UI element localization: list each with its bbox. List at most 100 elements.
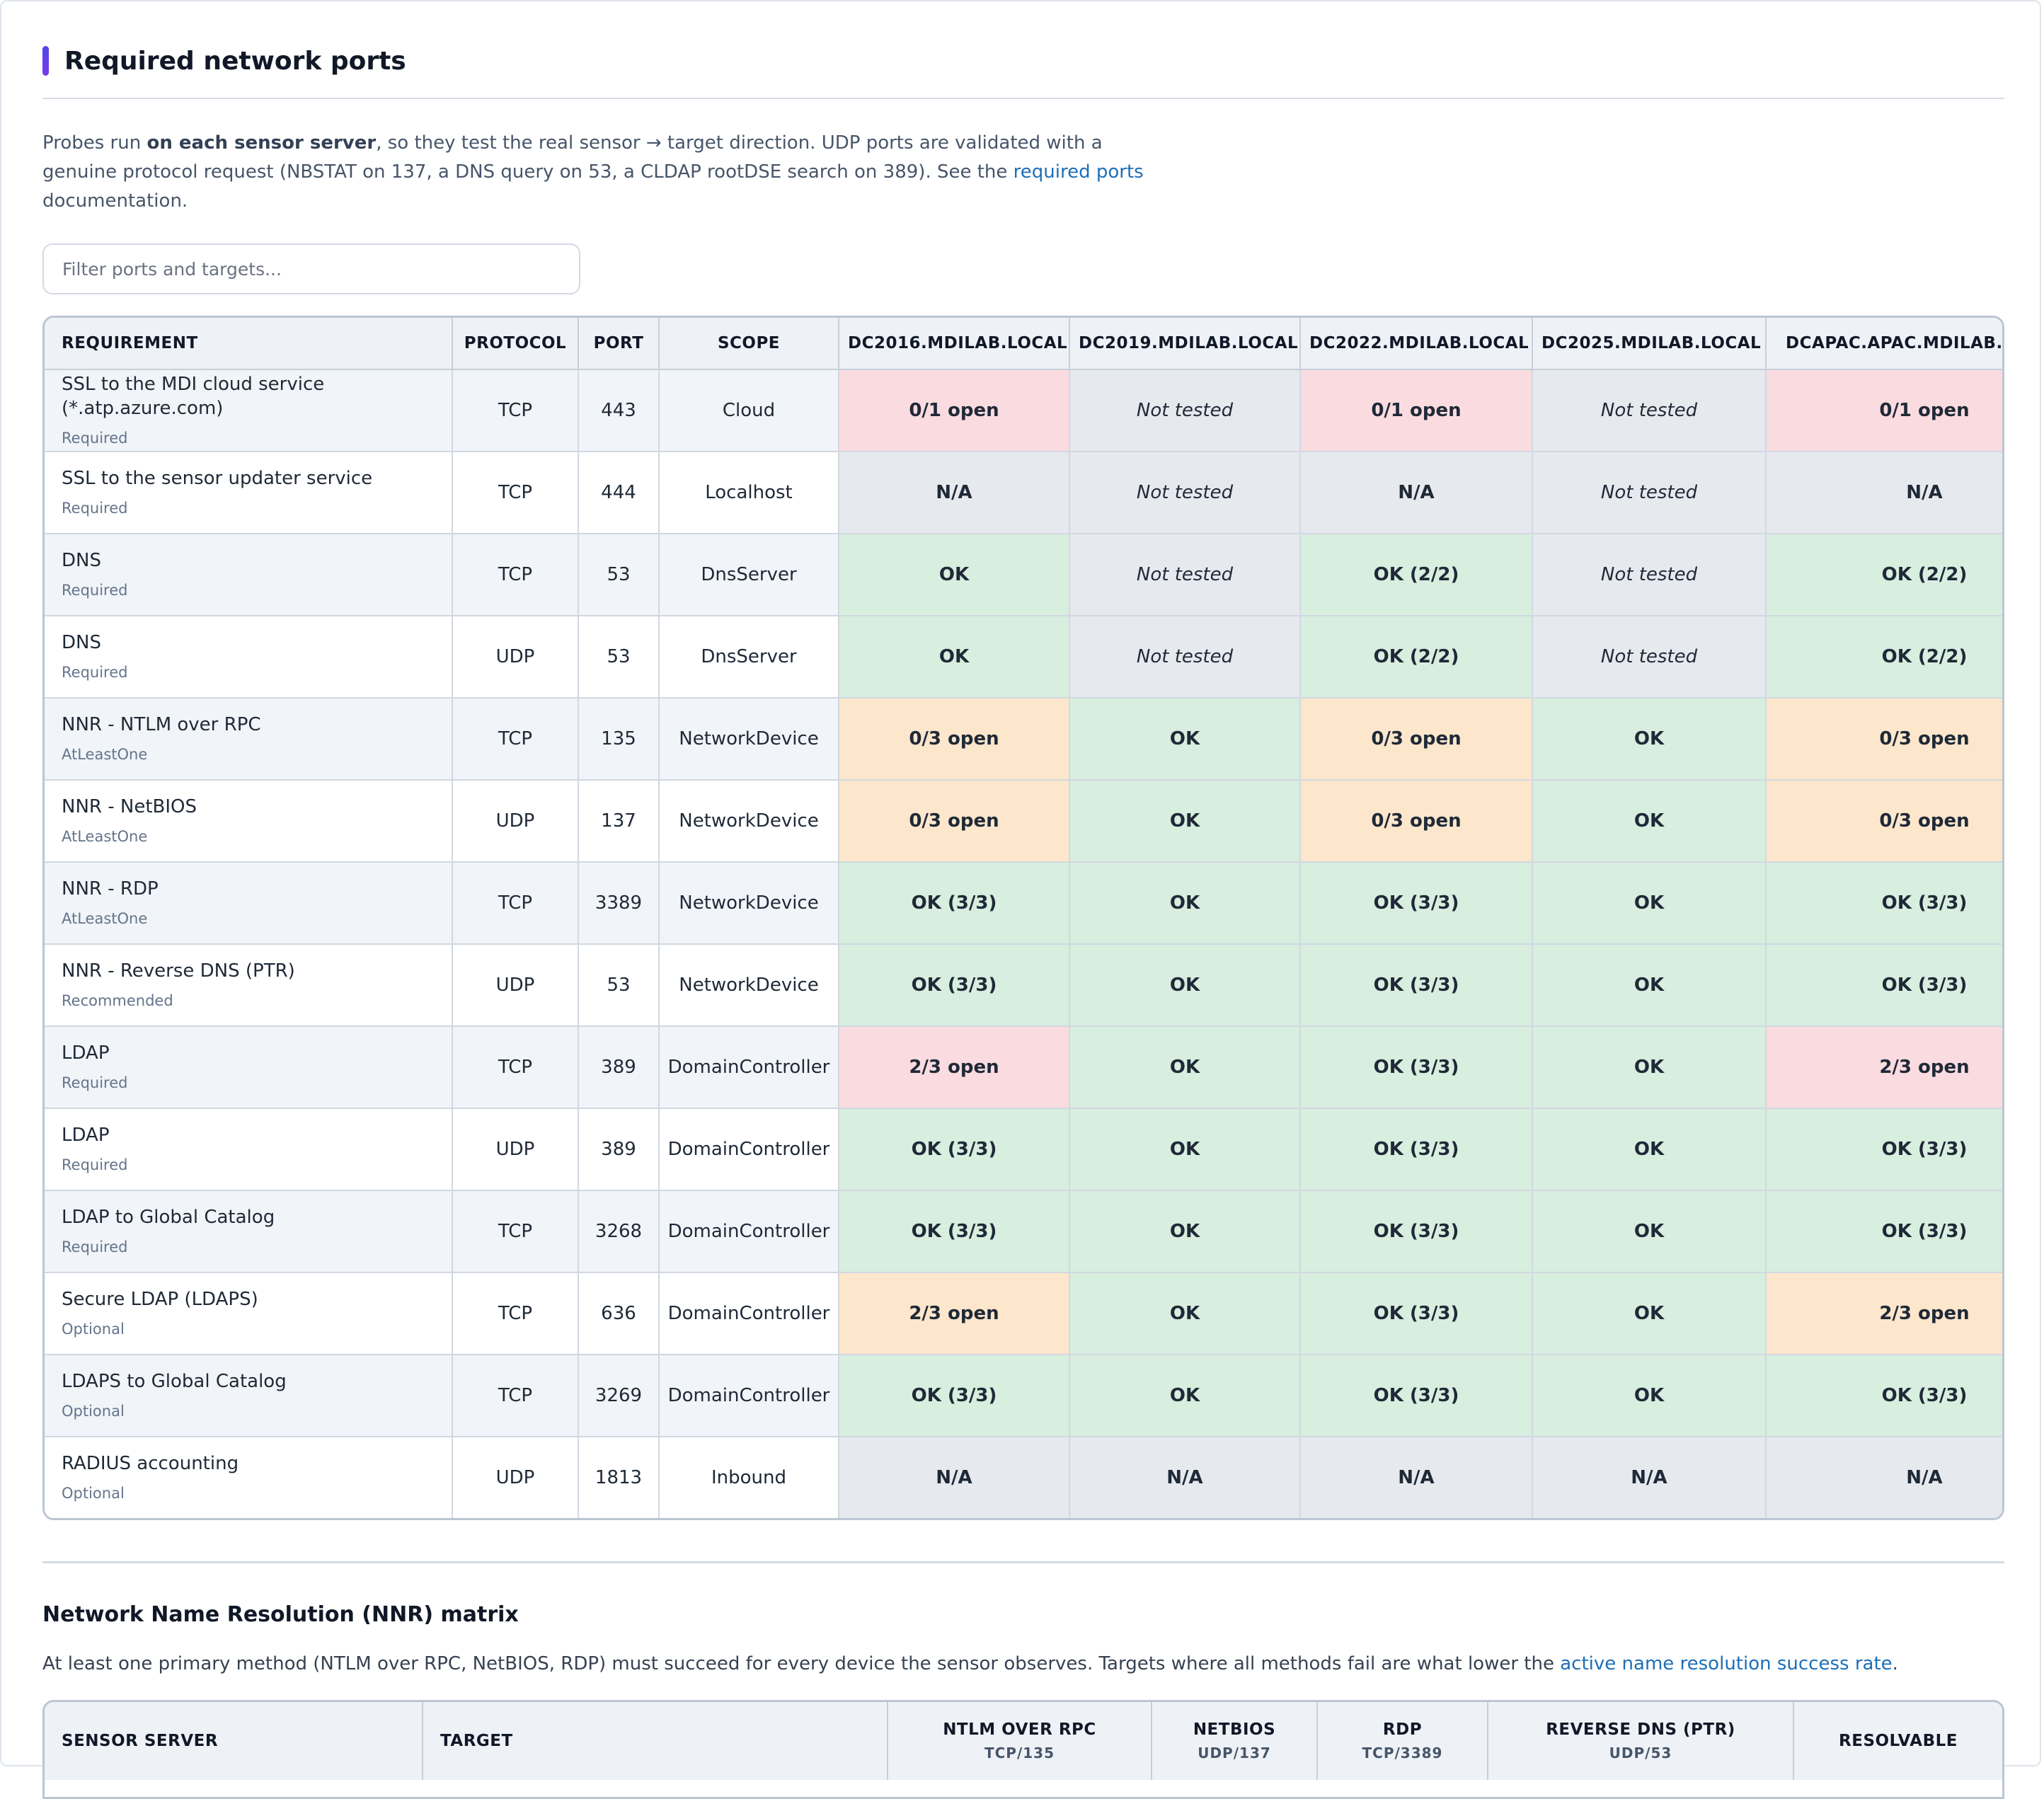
requirement-level: AtLeastOne xyxy=(62,746,148,763)
nnr-column-port: UDP/53 xyxy=(1609,1745,1672,1761)
nnr-column-label: RDP xyxy=(1382,1720,1423,1739)
requirement-level: Required xyxy=(62,1156,128,1173)
column-header[interactable]: DC2016.MDILAB.LOCAL xyxy=(839,318,1070,370)
protocol-cell: UDP xyxy=(452,780,579,863)
accent-bar xyxy=(42,46,49,76)
status-cell: OK xyxy=(1532,1355,1767,1437)
status-cell: OK (3/3) xyxy=(1766,944,2002,1027)
section-divider xyxy=(42,1561,2004,1563)
port-cell: 53 xyxy=(578,944,660,1027)
column-header[interactable]: PROTOCOL xyxy=(452,318,579,370)
scope-cell: NetworkDevice xyxy=(659,944,839,1027)
status-cell: 2/3 open xyxy=(839,1272,1070,1355)
requirement-cell: NNR - Reverse DNS (PTR) Recommended xyxy=(45,944,453,1027)
table-row: RADIUS accounting Optional UDP 1813 Inbound N… xyxy=(45,1437,2002,1518)
intro-text: Probes run on each sensor server, so the… xyxy=(42,129,1147,216)
column-header[interactable]: DC2022.MDILAB.LOCAL xyxy=(1300,318,1533,370)
ports-body: SSL to the MDI cloud service (*.atp.azur… xyxy=(45,369,2002,1518)
status-cell: OK xyxy=(1532,1272,1767,1355)
nnr-desc-post: . xyxy=(1892,1653,1898,1674)
nnr-table-container[interactable]: SENSOR SERVER TARGET NTLM OVER RPC TCP/135 N… xyxy=(42,1700,2004,1799)
table-row: NNR - RDP AtLeastOne TCP 3389 NetworkDevice O… xyxy=(45,862,2002,945)
requirement-level: Required xyxy=(62,664,128,681)
required-ports-link[interactable]: required ports xyxy=(1013,161,1144,183)
nnr-column-label: REVERSE DNS (PTR) xyxy=(1546,1720,1735,1739)
nnr-description: At least one primary method (NTLM over R… xyxy=(42,1653,1898,1674)
nnr-column-header[interactable]: NETBIOS UDP/137 xyxy=(1152,1702,1318,1780)
protocol-cell: TCP xyxy=(452,1026,579,1109)
filter-input[interactable] xyxy=(42,243,580,294)
requirement-cell: SSL to the sensor updater service Require… xyxy=(45,452,453,534)
requirement-cell: SSL to the MDI cloud service (*.atp.azur… xyxy=(45,369,453,452)
status-cell: N/A xyxy=(1069,1437,1301,1518)
nnr-column-header[interactable]: TARGET xyxy=(423,1702,888,1780)
nnr-column-header[interactable]: REVERSE DNS (PTR) UDP/53 xyxy=(1488,1702,1794,1780)
status-cell: OK (2/2) xyxy=(1766,616,2002,699)
nnr-column-header[interactable]: SENSOR SERVER xyxy=(45,1702,423,1780)
nnr-column-header[interactable]: RESOLVABLE xyxy=(1793,1702,2002,1780)
status-cell: OK xyxy=(839,616,1070,699)
status-cell: OK (3/3) xyxy=(1300,1108,1533,1191)
protocol-cell: TCP xyxy=(452,369,579,452)
column-header[interactable]: DC2025.MDILAB.LOCAL xyxy=(1532,318,1767,370)
status-cell: N/A xyxy=(839,452,1070,534)
protocol-cell: TCP xyxy=(452,1272,579,1355)
requirement-name: LDAP to Global Catalog xyxy=(62,1207,275,1228)
column-header[interactable]: SCOPE xyxy=(659,318,839,370)
requirement-cell: Secure LDAP (LDAPS) Optional xyxy=(45,1272,453,1355)
column-header[interactable]: DC2019.MDILAB.LOCAL xyxy=(1069,318,1301,370)
nnr-column-label: NTLM OVER RPC xyxy=(943,1720,1096,1739)
nnr-title: Network Name Resolution (NNR) matrix xyxy=(42,1602,519,1627)
nnr-column-header[interactable]: NTLM OVER RPC TCP/135 xyxy=(888,1702,1152,1780)
status-cell: OK (3/3) xyxy=(839,1108,1070,1191)
status-cell: 0/3 open xyxy=(1766,698,2002,781)
column-header[interactable]: DCAPAC.APAC.MDILAB.LOCAL xyxy=(1766,318,2002,370)
status-cell: OK (2/2) xyxy=(1766,534,2002,616)
protocol-cell: TCP xyxy=(452,452,579,534)
nnr-header-row: SENSOR SERVER TARGET NTLM OVER RPC TCP/135 N… xyxy=(45,1702,2002,1780)
requirement-level: Required xyxy=(62,1238,128,1255)
ports-table-container[interactable]: REQUIREMENT PROTOCOL PORT SCOPE DC2016.MDILA… xyxy=(42,316,2004,1520)
nnr-column-header[interactable]: RDP TCP/3389 xyxy=(1317,1702,1488,1780)
requirement-name: NNR - Reverse DNS (PTR) xyxy=(62,960,295,982)
requirement-name: RADIUS accounting xyxy=(62,1453,239,1474)
requirement-level: Optional xyxy=(62,1403,125,1420)
status-cell: OK xyxy=(1069,1272,1301,1355)
intro-bold: on each sensor server xyxy=(147,132,377,154)
title-divider xyxy=(42,98,2004,99)
status-cell: Not tested xyxy=(1069,369,1301,452)
intro-pre: Probes run xyxy=(42,132,147,154)
status-cell: OK xyxy=(1069,862,1301,945)
status-cell: OK (3/3) xyxy=(1300,1272,1533,1355)
protocol-cell: UDP xyxy=(452,1108,579,1191)
scope-cell: DnsServer xyxy=(659,616,839,699)
status-cell: OK (3/3) xyxy=(1300,862,1533,945)
protocol-cell: TCP xyxy=(452,534,579,616)
status-cell: OK xyxy=(1069,1108,1301,1191)
port-cell: 389 xyxy=(578,1108,660,1191)
scope-cell: DomainController xyxy=(659,1355,839,1437)
table-row: SSL to the MDI cloud service (*.atp.azur… xyxy=(45,369,2002,452)
column-header[interactable]: PORT xyxy=(578,318,660,370)
status-cell: 0/1 open xyxy=(1766,369,2002,452)
table-row: LDAPS to Global Catalog Optional TCP 3269 Do… xyxy=(45,1355,2002,1437)
status-cell: OK xyxy=(1532,698,1767,781)
status-cell: N/A xyxy=(1532,1437,1767,1518)
port-cell: 443 xyxy=(578,369,660,452)
column-header[interactable]: REQUIREMENT xyxy=(45,318,453,370)
requirement-cell: DNS Required xyxy=(45,534,453,616)
requirement-level: AtLeastOne xyxy=(62,910,148,927)
status-cell: OK (3/3) xyxy=(839,862,1070,945)
status-cell: N/A xyxy=(1766,1437,2002,1518)
requirement-name: SSL to the MDI cloud service (*.atp.azur… xyxy=(62,374,325,419)
table-row: NNR - NetBIOS AtLeastOne UDP 137 NetworkDevi… xyxy=(45,780,2002,863)
scope-cell: Inbound xyxy=(659,1437,839,1518)
port-cell: 135 xyxy=(578,698,660,781)
section-header: Required network ports xyxy=(42,44,406,78)
name-resolution-rate-link[interactable]: active name resolution success rate xyxy=(1560,1653,1893,1674)
port-cell: 137 xyxy=(578,780,660,863)
protocol-cell: TCP xyxy=(452,1190,579,1273)
status-cell: OK xyxy=(1069,1190,1301,1273)
status-cell: OK (3/3) xyxy=(1300,1026,1533,1109)
